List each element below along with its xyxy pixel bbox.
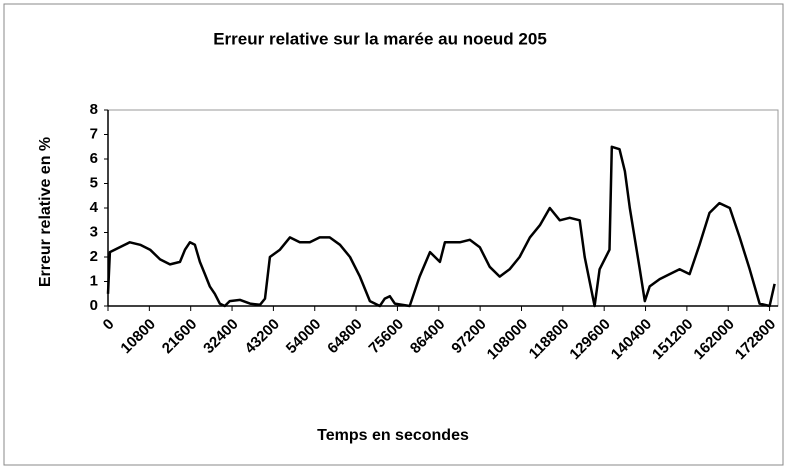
chart-title: Erreur relative sur la marée au noeud 20… [213, 29, 547, 48]
chart-frame [3, 3, 784, 466]
y-tick-label: 6 [90, 150, 98, 167]
data-line [106, 145, 776, 308]
y-tick-label: 5 [90, 174, 98, 191]
x-axis-title: Temps en secondes [317, 427, 469, 444]
y-tick-label: 2 [90, 248, 98, 265]
y-tick-label: 1 [90, 272, 98, 289]
y-tick-label: 4 [90, 199, 99, 216]
y-tick-label: 7 [90, 125, 98, 142]
y-tick-label: 8 [90, 101, 98, 118]
y-tick-label: 3 [90, 223, 98, 240]
y-tick-label: 0 [90, 297, 98, 314]
y-axis-title: Erreur relative en % [37, 137, 54, 287]
